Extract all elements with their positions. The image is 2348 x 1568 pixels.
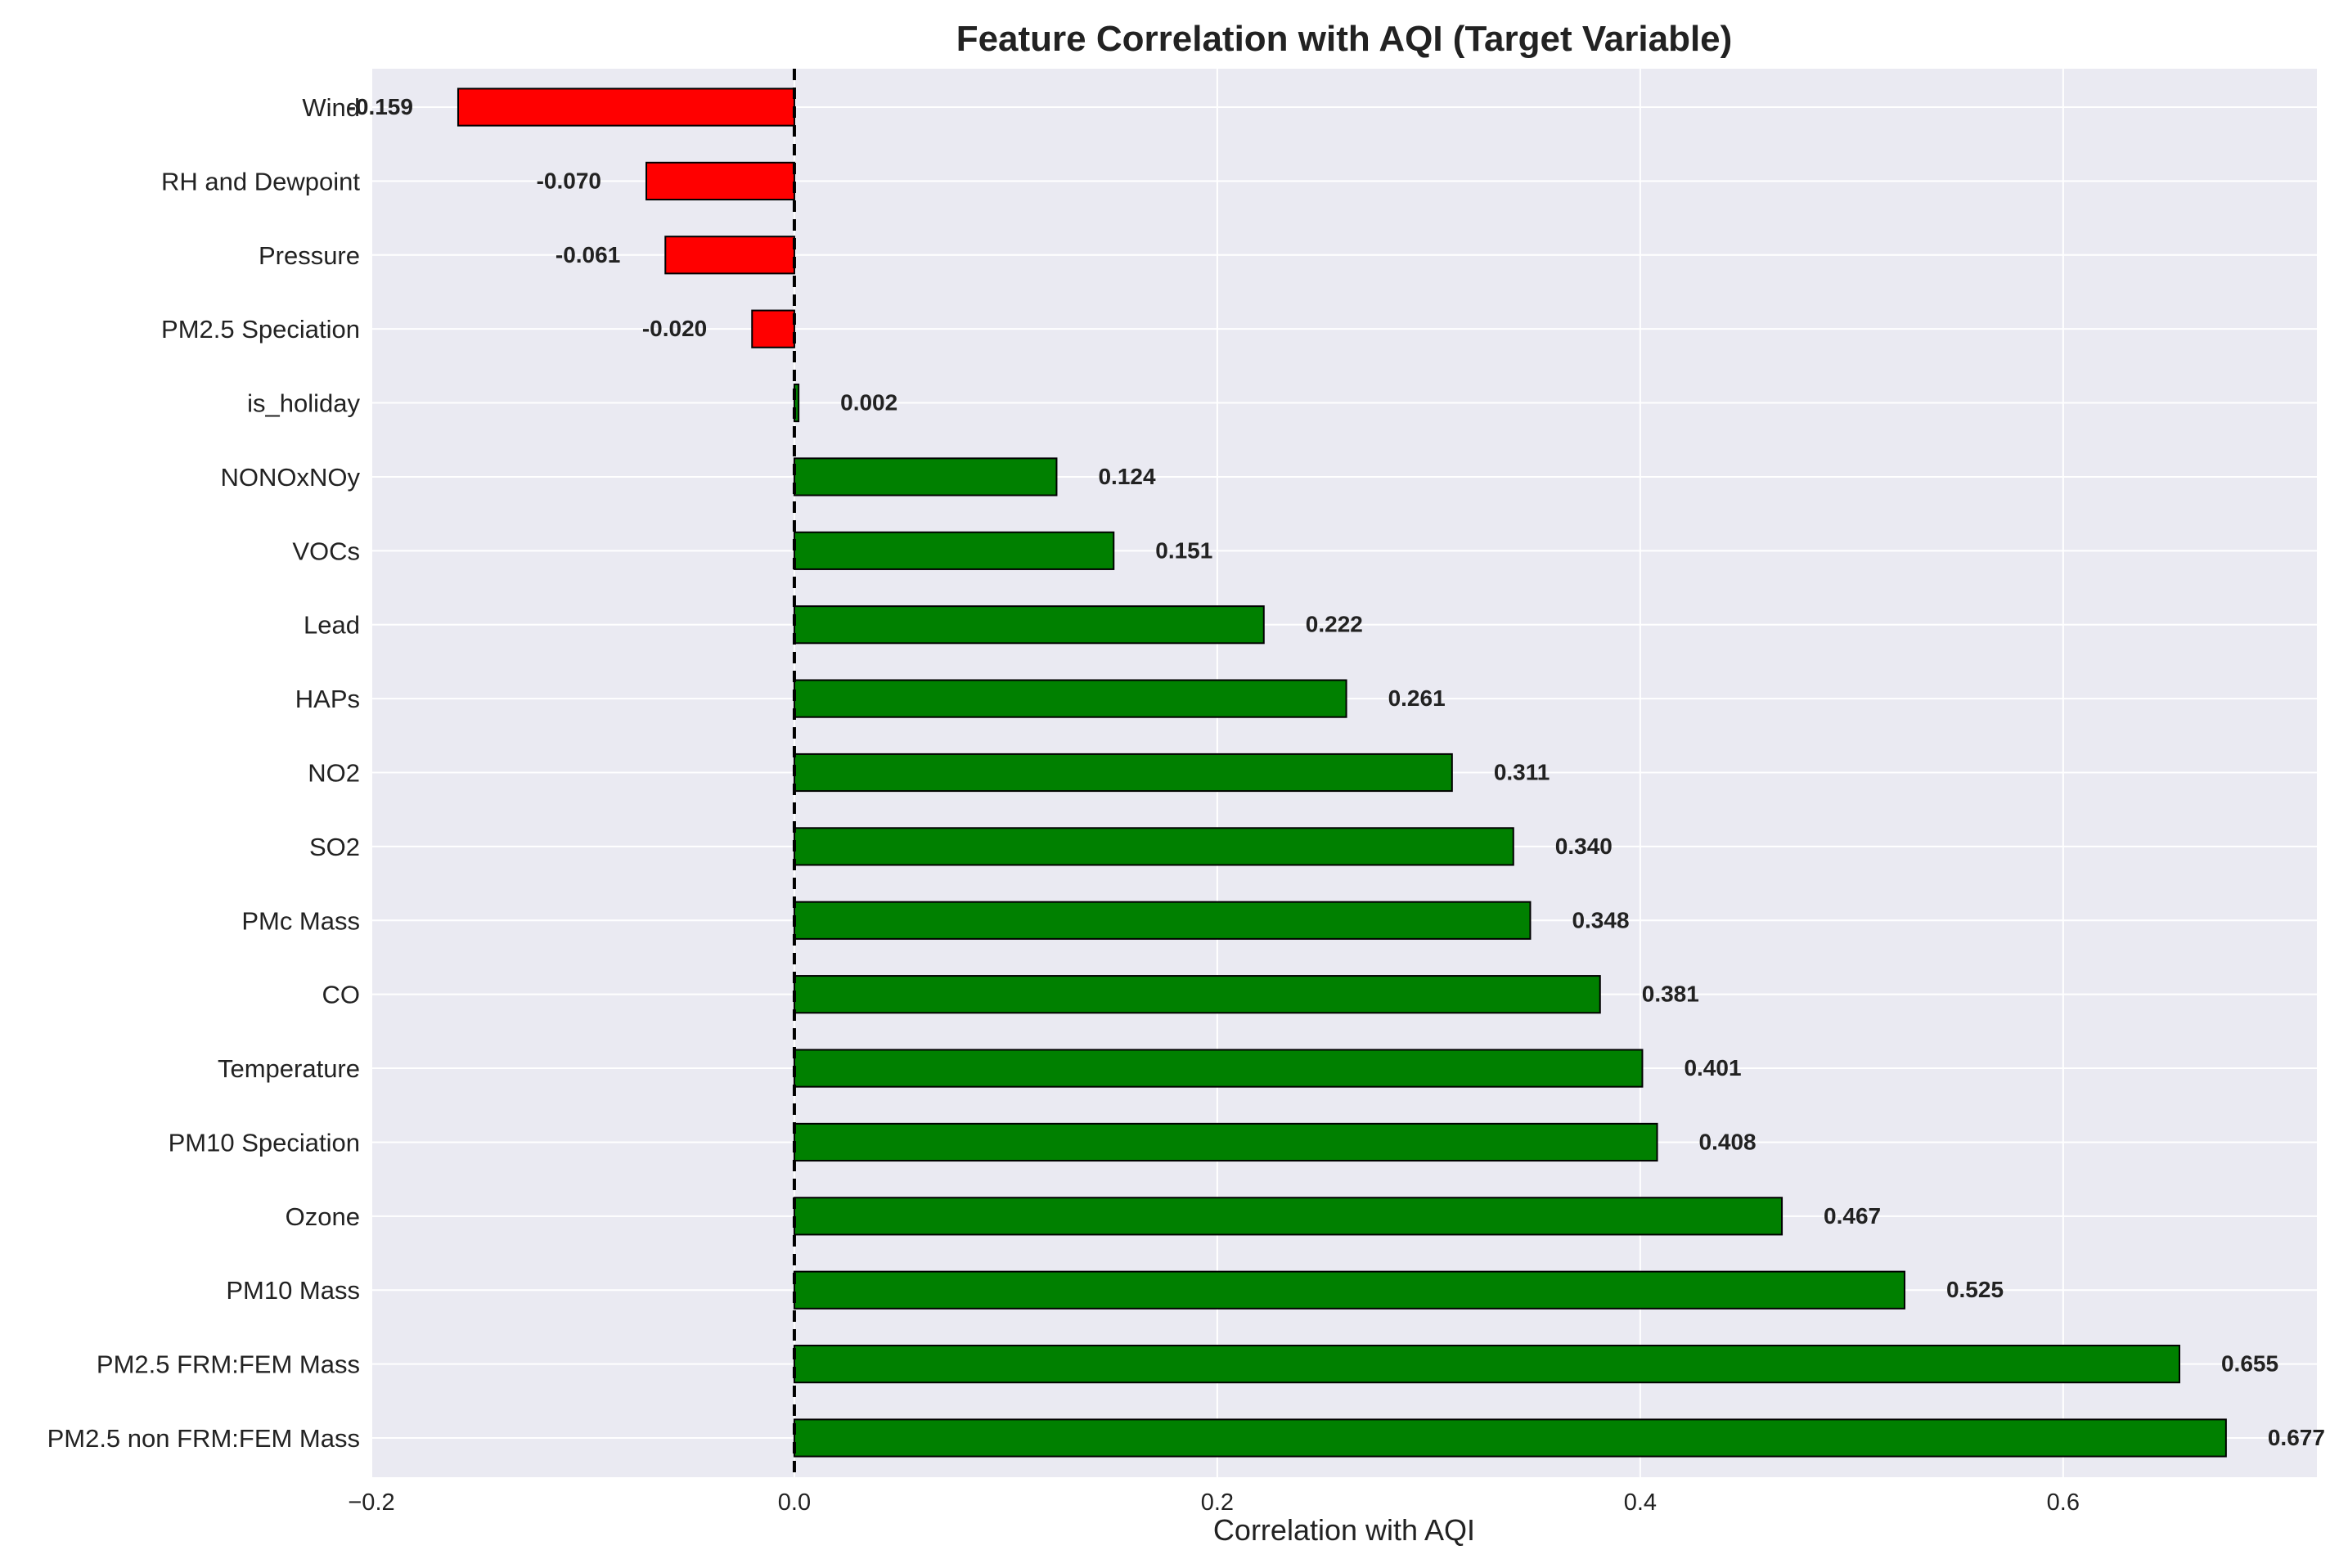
- y-tick-label: VOCs: [292, 537, 360, 565]
- bar: [793, 1049, 1644, 1088]
- data-label: 0.222: [1306, 612, 1363, 637]
- x-tick-label: 0.4: [1624, 1489, 1657, 1516]
- data-label: 0.401: [1684, 1055, 1741, 1081]
- x-tick-label: 0.0: [778, 1489, 811, 1516]
- y-tick-label: PM2.5 FRM:FEM Mass: [97, 1350, 360, 1379]
- bar: [793, 901, 1532, 940]
- x-tick-label: 0.2: [1201, 1489, 1234, 1516]
- data-labels: -0.159 -0.070 -0.061 -0.020 0.002 0.124 0.151 0…: [349, 94, 2325, 1450]
- y-tick-label: Ozone: [286, 1202, 360, 1231]
- bar: [793, 531, 1115, 570]
- bar: [793, 1418, 2227, 1458]
- x-tick-label: −0.2: [348, 1489, 394, 1516]
- bar: [645, 161, 795, 200]
- data-label: 0.655: [2221, 1351, 2278, 1377]
- y-tick-label: SO2: [309, 833, 360, 861]
- bar: [793, 1122, 1658, 1162]
- data-label: 0.408: [1699, 1129, 1757, 1154]
- y-tick-label: Pressure: [259, 241, 360, 270]
- y-tick-label: Lead: [304, 611, 360, 640]
- x-tick-label: 0.6: [2047, 1489, 2080, 1516]
- bars: [457, 88, 2227, 1458]
- x-tick-labels: −0.2 0.0 0.2 0.4 0.6: [348, 1489, 2080, 1516]
- data-label: 0.348: [1572, 907, 1629, 932]
- y-tick-label: NONOxNOy: [221, 463, 361, 492]
- chart-title: Feature Correlation with AQI (Target Var…: [956, 19, 1733, 59]
- bar: [793, 827, 1514, 866]
- data-label: 0.467: [1824, 1203, 1881, 1229]
- y-tick-label: PMc Mass: [241, 906, 360, 935]
- y-tick-label: Wind: [302, 93, 360, 122]
- data-label: 0.261: [1388, 685, 1446, 711]
- y-tick-label: CO: [322, 981, 361, 1009]
- bar: [664, 236, 795, 275]
- bar: [793, 605, 1265, 645]
- data-label: 0.677: [2268, 1425, 2325, 1450]
- bar: [793, 383, 800, 423]
- y-tick-labels: Wind RH and Dewpoint Pressure PM2.5 Speciat…: [47, 93, 361, 1453]
- y-tick-label: PM2.5 Speciation: [161, 315, 360, 344]
- x-axis-label: Correlation with AQI: [1213, 1513, 1475, 1547]
- data-label: 0.151: [1155, 537, 1212, 563]
- bar: [793, 457, 1058, 496]
- data-label: -0.070: [537, 168, 601, 193]
- bar: [793, 1270, 1905, 1310]
- y-tick-label: PM10 Speciation: [169, 1128, 360, 1157]
- data-label: 0.340: [1555, 833, 1613, 859]
- data-label: -0.020: [642, 316, 707, 341]
- data-label: 0.311: [1494, 760, 1550, 785]
- bar: [793, 975, 1601, 1014]
- data-label: -0.061: [556, 242, 620, 267]
- data-label: 0.525: [1946, 1277, 2004, 1302]
- data-label: 0.002: [840, 390, 897, 416]
- bar: [751, 309, 795, 348]
- y-tick-label: HAPs: [295, 685, 360, 713]
- data-label: 0.381: [1642, 982, 1699, 1007]
- y-tick-label: PM2.5 non FRM:FEM Mass: [47, 1424, 360, 1453]
- y-tick-label: RH and Dewpoint: [161, 167, 360, 195]
- bar: [793, 1197, 1783, 1236]
- y-tick-label: PM10 Mass: [226, 1276, 360, 1305]
- bar: [457, 88, 795, 127]
- bar: [793, 1345, 2180, 1384]
- data-label: 0.124: [1098, 464, 1155, 489]
- bar: [793, 753, 1453, 793]
- y-tick-label: Temperature: [218, 1054, 360, 1083]
- data-label: -0.159: [349, 94, 413, 119]
- y-tick-label: NO2: [308, 759, 360, 788]
- y-tick-label: is_holiday: [247, 389, 360, 418]
- bar: [793, 679, 1347, 718]
